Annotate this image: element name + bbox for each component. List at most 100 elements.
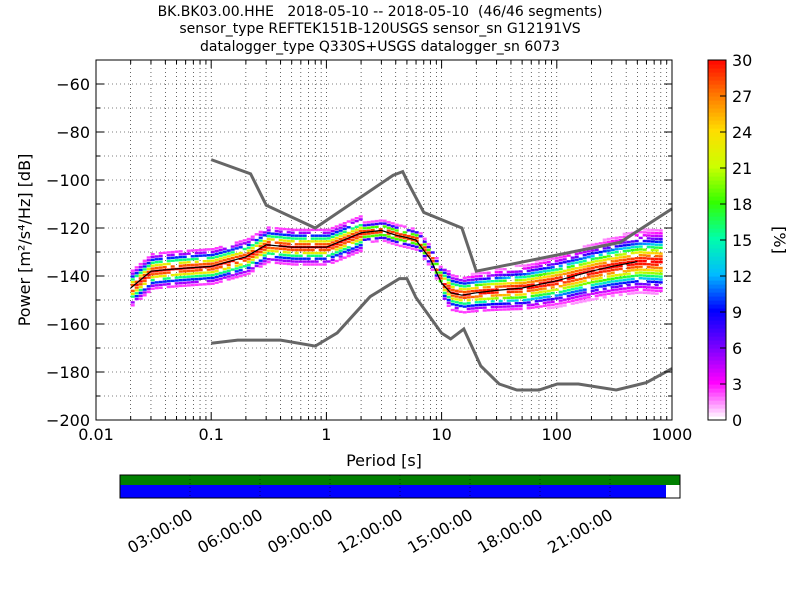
psd-cell: [570, 270, 575, 274]
psd-cell: [350, 247, 355, 250]
psd-cell: [362, 238, 367, 241]
psd-cell: [342, 233, 347, 236]
psd-cell: [158, 272, 163, 275]
psd-cell: [530, 283, 535, 286]
psd-cell: [658, 266, 663, 270]
psd-cell: [414, 231, 419, 234]
psd-cell: [146, 273, 151, 276]
colorbar-cell: [708, 232, 726, 237]
psd-cell: [586, 281, 591, 285]
psd-cell: [342, 242, 347, 245]
psd-cell: [638, 285, 643, 289]
psd-cell: [498, 294, 503, 297]
psd-cell: [482, 277, 487, 280]
psd-cell: [458, 299, 463, 302]
psd-cell: [406, 237, 411, 241]
psd-cell: [630, 243, 635, 246]
psd-cell: [226, 258, 231, 261]
psd-cell: [250, 247, 255, 250]
psd-cell: [634, 274, 639, 277]
psd-cell: [250, 252, 255, 256]
psd-cell: [646, 280, 651, 283]
psd-cell: [370, 229, 375, 232]
psd-cell: [242, 265, 247, 268]
psd-cell: [586, 261, 591, 265]
psd-cell: [390, 242, 395, 245]
psd-cell: [654, 292, 659, 295]
psd-cell: [506, 305, 511, 308]
psd-cell: [642, 283, 647, 286]
psd-cell: [326, 231, 331, 234]
psd-cell: [594, 263, 599, 266]
psd-cell: [370, 240, 375, 243]
psd-cell: [486, 286, 491, 289]
psd-cell: [246, 243, 251, 246]
psd-cell: [198, 251, 203, 255]
psd-cell: [474, 295, 479, 298]
psd-cell: [442, 297, 447, 300]
psd-cell: [134, 295, 139, 298]
psd-cell: [310, 260, 315, 263]
psd-cell: [462, 311, 467, 314]
psd-cell: [558, 285, 563, 288]
psd-cell: [622, 255, 627, 259]
psd-cell: [522, 284, 527, 287]
psd-cell: [514, 279, 519, 282]
psd-cell: [218, 257, 223, 260]
psd-cell: [314, 228, 319, 232]
psd-cell: [154, 261, 159, 264]
colorbar-cell: [708, 104, 726, 109]
psd-cell: [182, 252, 187, 256]
psd-cell: [246, 237, 251, 241]
psd-cell: [338, 238, 343, 241]
psd-cell: [350, 230, 355, 233]
psd-cell: [166, 254, 171, 257]
psd-cell: [586, 250, 591, 253]
psd-cell: [166, 262, 171, 266]
psd-cell: [146, 264, 151, 268]
psd-cell: [186, 261, 191, 264]
psd-cell: [254, 241, 259, 245]
psd-cell: [134, 292, 139, 295]
psd-cell: [586, 299, 591, 302]
psd-cell: [494, 279, 499, 283]
psd-cell: [202, 277, 207, 280]
psd-cell: [502, 285, 507, 288]
psd-cell: [254, 250, 259, 253]
colorbar-cell: [708, 344, 726, 349]
psd-cell: [442, 294, 447, 298]
psd-cell: [234, 264, 239, 267]
psd-cell: [470, 272, 475, 276]
psd-cell: [162, 280, 167, 283]
psd-cell: [258, 239, 263, 242]
psd-cell: [450, 288, 455, 292]
psd-cell: [154, 281, 159, 284]
psd-cell: [266, 235, 271, 238]
psd-cell: [490, 274, 495, 277]
psd-cell: [598, 285, 603, 288]
psd-cell: [546, 260, 551, 264]
colorbar-cell: [708, 192, 726, 197]
psd-cell: [470, 290, 475, 293]
psd-cell: [578, 257, 583, 260]
psd-cell: [138, 283, 143, 286]
psd-cell: [178, 258, 183, 262]
psd-cell: [638, 245, 643, 248]
psd-cell: [474, 283, 479, 287]
psd-cell: [614, 288, 619, 291]
psd-cell: [426, 263, 431, 266]
psd-cell: [334, 236, 339, 240]
psd-cell: [182, 281, 187, 284]
psd-cell: [174, 279, 179, 282]
psd-cell: [486, 283, 491, 286]
psd-cell: [650, 286, 655, 289]
psd-cell: [302, 257, 307, 260]
psd-cell: [498, 271, 503, 274]
psd-cell: [614, 265, 619, 268]
colorbar-cell: [708, 200, 726, 205]
psd-cell: [306, 251, 311, 255]
psd-cell: [270, 238, 275, 241]
colorbar-tick-label: 6: [732, 339, 742, 358]
psd-cell: [334, 231, 339, 234]
